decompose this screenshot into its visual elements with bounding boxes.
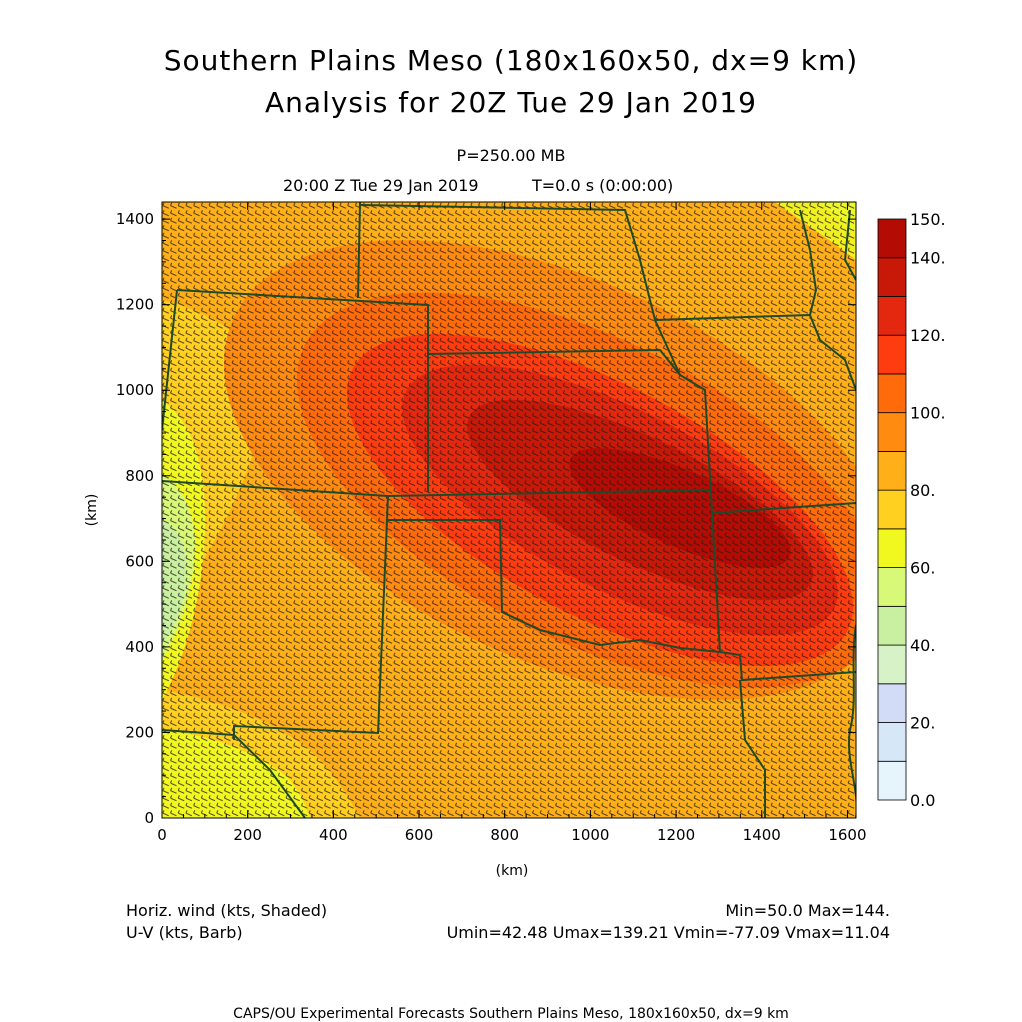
min-max-stats: Min=50.0 Max=144. bbox=[725, 901, 890, 920]
colorbar-swatch bbox=[877, 722, 907, 762]
pressure-level: P=250.00 MB bbox=[456, 146, 566, 165]
colorbar-swatch bbox=[877, 257, 907, 297]
y-tick-label: 1400 bbox=[116, 210, 154, 228]
arkansas-west-border bbox=[739, 679, 766, 818]
iowa-south-border bbox=[654, 313, 856, 391]
barb-field bbox=[162, 202, 855, 817]
y-tick-label: 600 bbox=[125, 552, 154, 570]
colorbar-label: 40. bbox=[910, 636, 935, 655]
shade-60-70-south bbox=[162, 730, 310, 818]
y-tick-label: 200 bbox=[125, 723, 154, 741]
colorbar-label: 140. bbox=[910, 249, 946, 268]
valid-time: 20:00 Z Tue 29 Jan 2019 bbox=[283, 176, 479, 195]
x-tick-label: 600 bbox=[405, 826, 434, 844]
colorbar-swatch bbox=[877, 605, 907, 646]
colorbar-swatch bbox=[877, 450, 907, 491]
y-tick-label: 1000 bbox=[116, 381, 154, 399]
colorbar-swatch bbox=[877, 334, 907, 375]
wyoming-east-border bbox=[357, 202, 361, 299]
arkansas-north-border bbox=[739, 654, 856, 682]
colorbar-swatch bbox=[877, 373, 907, 414]
plot-frame bbox=[161, 201, 857, 819]
oklahoma-border bbox=[388, 519, 741, 656]
y-axis: 0 200 400 600 800 1000 1200 1400 bbox=[116, 210, 856, 827]
x-tick-label: 1400 bbox=[743, 826, 781, 844]
shade-60-70-northeast bbox=[775, 202, 856, 260]
field-label: Horiz. wind (kts, Shaded) bbox=[126, 901, 328, 920]
x-axis: 0 200 400 600 800 1000 1200 1400 1600 bbox=[157, 202, 867, 844]
x-tick-label: 200 bbox=[233, 826, 262, 844]
forecast-time: T=0.0 s (0:00:00) bbox=[532, 176, 674, 195]
plot-subtitle: Analysis for 20Z Tue 29 Jan 2019 bbox=[265, 86, 757, 119]
x-axis-label: (km) bbox=[496, 863, 529, 879]
state-boundaries bbox=[162, 202, 856, 818]
plot-title: Southern Plains Meso (180x160x50, dx=9 k… bbox=[163, 44, 859, 77]
x-tick-label: 400 bbox=[319, 826, 348, 844]
wind-speed-shading bbox=[162, 202, 856, 818]
colorbar-label: 100. bbox=[910, 404, 946, 423]
colorbar-swatch bbox=[877, 218, 907, 259]
wind-barbs bbox=[162, 202, 855, 817]
y-tick-label: 1200 bbox=[116, 296, 154, 314]
colorbar-label: 60. bbox=[910, 559, 935, 578]
x-tick-label: 0 bbox=[157, 826, 167, 844]
colorbar-label: 150. bbox=[910, 210, 946, 229]
colorbar-swatch bbox=[877, 489, 907, 530]
x-tick-label: 1600 bbox=[828, 826, 866, 844]
mississippi-river bbox=[848, 624, 856, 818]
nebraska-border bbox=[359, 204, 681, 376]
colorbar-swatch bbox=[877, 528, 907, 568]
colorbar-swatch bbox=[877, 296, 907, 336]
colorbar: 0.0 20. 40. 60. 80. 100. 120. 140. 150. bbox=[877, 210, 946, 810]
credit-line: CAPS/OU Experimental Forecasts Southern … bbox=[233, 1006, 789, 1022]
x-tick-label: 1000 bbox=[571, 826, 609, 844]
y-tick-label: 400 bbox=[125, 638, 154, 656]
missouri-west-border bbox=[711, 512, 721, 653]
colorbar-label: 120. bbox=[910, 326, 946, 345]
colorbar-swatch bbox=[877, 760, 907, 801]
y-tick-label: 800 bbox=[125, 467, 154, 485]
x-tick-label: 1200 bbox=[657, 826, 695, 844]
iowa-east-border bbox=[799, 209, 818, 316]
colorbar-swatch bbox=[877, 644, 907, 685]
colorbar-swatch bbox=[877, 412, 907, 452]
colorbar-label: 80. bbox=[910, 481, 935, 500]
mexico-border bbox=[162, 729, 306, 818]
y-axis-label: (km) bbox=[84, 494, 100, 527]
utah-border bbox=[162, 289, 178, 431]
x-tick-label: 800 bbox=[490, 826, 519, 844]
colorbar-label: 0.0 bbox=[910, 791, 935, 810]
wisconsin-border bbox=[843, 209, 856, 281]
new-mexico-east-border bbox=[233, 495, 389, 740]
colorbar-swatch bbox=[877, 683, 907, 723]
colorbar-label: 20. bbox=[910, 714, 935, 733]
overlay-label: U-V (kts, Barb) bbox=[126, 923, 243, 942]
colorbar-swatch bbox=[877, 567, 907, 607]
component-stats: Umin=42.48 Umax=139.21 Vmin=-77.09 Vmax=… bbox=[446, 923, 890, 942]
shade-140-150 bbox=[569, 448, 791, 568]
y-tick-label: 0 bbox=[144, 809, 154, 827]
